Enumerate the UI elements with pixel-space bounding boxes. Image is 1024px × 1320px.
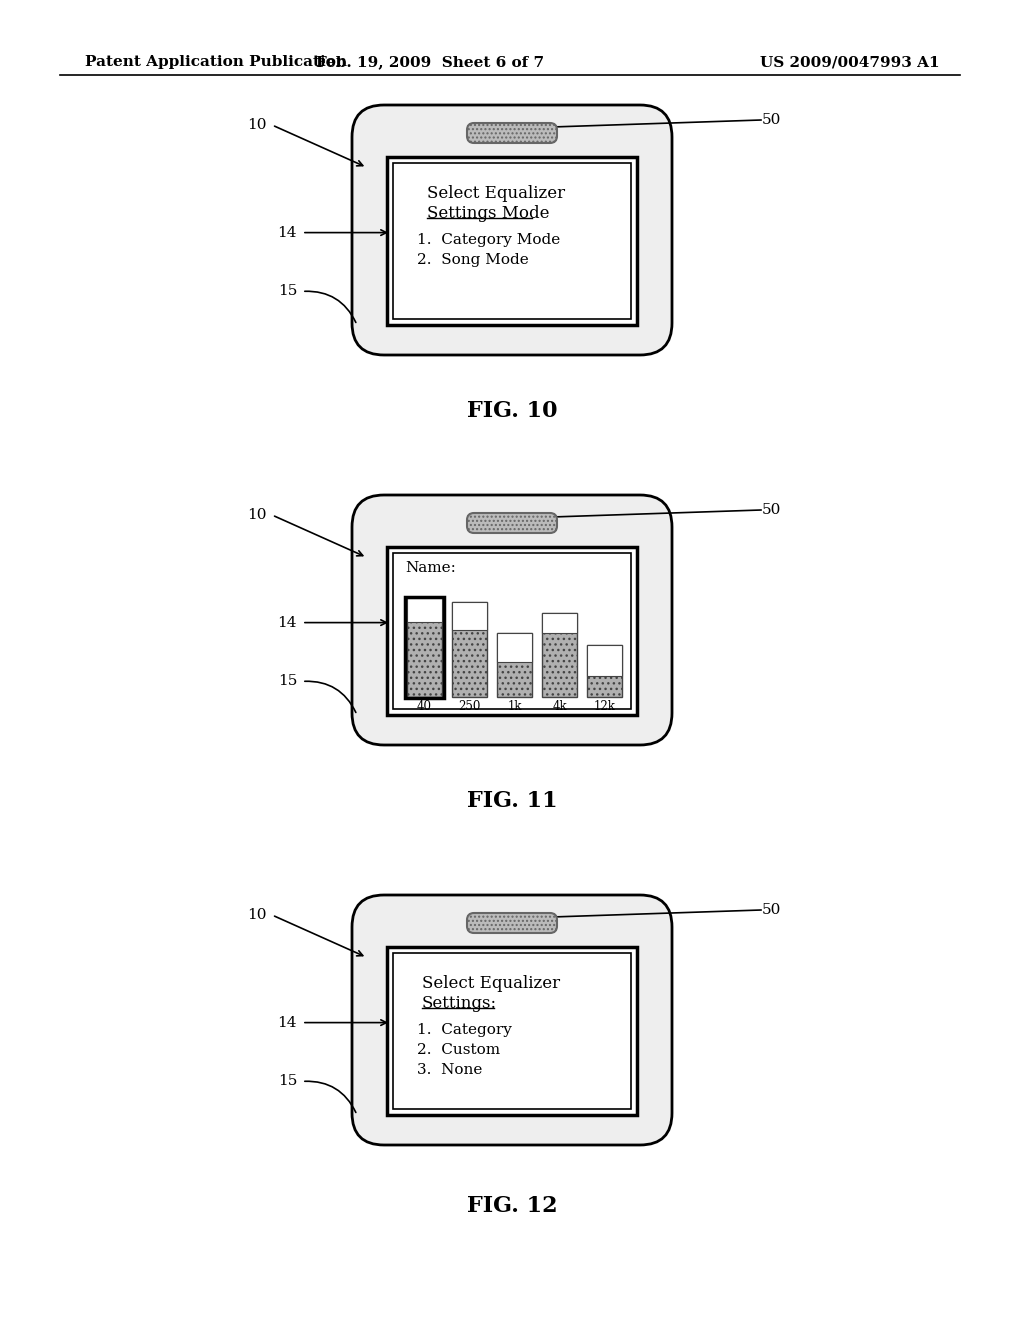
Text: 15: 15	[278, 675, 297, 689]
Text: 10: 10	[248, 117, 267, 132]
FancyBboxPatch shape	[467, 123, 557, 143]
Bar	[542, 614, 578, 634]
Text: Name:: Name:	[406, 561, 456, 576]
FancyBboxPatch shape	[467, 913, 557, 933]
Text: 50: 50	[762, 114, 781, 127]
Text: 3.  None: 3. None	[417, 1063, 482, 1077]
Text: 1.  Category Mode: 1. Category Mode	[417, 234, 560, 247]
Bar	[407, 598, 442, 697]
Bar	[542, 614, 578, 697]
Bar	[407, 598, 442, 622]
Text: 14: 14	[278, 615, 297, 630]
Bar	[497, 634, 532, 697]
Text: 250: 250	[459, 700, 480, 713]
Text: Select Equalizer: Select Equalizer	[427, 185, 565, 202]
Text: 15: 15	[278, 284, 297, 298]
Text: Settings Mode: Settings Mode	[427, 205, 550, 222]
Text: Select Equalizer: Select Equalizer	[422, 975, 560, 993]
Text: 50: 50	[762, 903, 781, 917]
Text: 14: 14	[278, 226, 297, 240]
Text: 1k: 1k	[507, 700, 522, 713]
FancyBboxPatch shape	[467, 513, 557, 533]
Text: 2.  Custom: 2. Custom	[417, 1043, 500, 1057]
Bar	[404, 598, 444, 698]
Text: 10: 10	[248, 508, 267, 521]
Text: 15: 15	[278, 1074, 297, 1089]
Bar	[452, 602, 487, 697]
Bar	[497, 634, 532, 663]
Text: FIG. 12: FIG. 12	[467, 1195, 557, 1217]
Text: 1.  Category: 1. Category	[417, 1023, 512, 1038]
FancyBboxPatch shape	[352, 495, 672, 744]
Text: 40: 40	[417, 700, 432, 713]
Text: Settings:: Settings:	[422, 995, 497, 1012]
FancyBboxPatch shape	[352, 895, 672, 1144]
Bar	[393, 553, 631, 709]
FancyBboxPatch shape	[352, 106, 672, 355]
Bar	[387, 157, 637, 325]
Bar	[393, 162, 631, 319]
Bar	[587, 644, 622, 697]
Text: Feb. 19, 2009  Sheet 6 of 7: Feb. 19, 2009 Sheet 6 of 7	[316, 55, 544, 69]
Text: 2.  Song Mode: 2. Song Mode	[417, 253, 528, 267]
Text: US 2009/0047993 A1: US 2009/0047993 A1	[761, 55, 940, 69]
Text: 4k: 4k	[552, 700, 567, 713]
Bar	[387, 546, 637, 715]
Text: FIG. 10: FIG. 10	[467, 400, 557, 422]
Text: FIG. 11: FIG. 11	[467, 789, 557, 812]
Bar	[452, 602, 487, 630]
Bar	[393, 953, 631, 1109]
Bar	[387, 946, 637, 1115]
Text: 50: 50	[762, 503, 781, 517]
Text: 12k: 12k	[594, 700, 615, 713]
Text: 14: 14	[278, 1015, 297, 1030]
Text: Patent Application Publication: Patent Application Publication	[85, 55, 347, 69]
Bar	[587, 644, 622, 676]
Text: 10: 10	[248, 908, 267, 921]
